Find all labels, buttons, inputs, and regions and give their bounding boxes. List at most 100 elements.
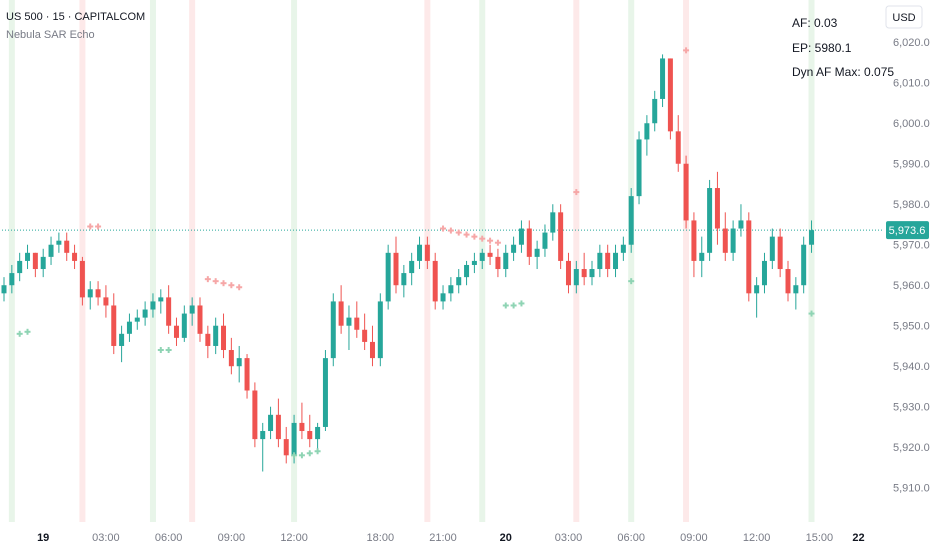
candle-body — [707, 188, 713, 253]
candle-body — [518, 228, 524, 245]
y-tick-label: 6,000.0 — [893, 118, 930, 130]
signal-band — [291, 0, 298, 522]
candle-body — [283, 439, 289, 456]
chart-title: US 500 · 15 · CAPITALCOM — [6, 11, 145, 23]
currency-button[interactable]: USD — [885, 5, 923, 29]
candle-body — [722, 228, 728, 253]
candle-body — [126, 321, 132, 334]
candle-body — [150, 301, 156, 310]
candle-body — [260, 431, 266, 440]
candle-body — [511, 244, 517, 253]
sar-dot — [24, 328, 31, 335]
sar-dot — [87, 223, 94, 230]
signal-band — [808, 0, 815, 522]
candle-body — [401, 273, 407, 286]
candle-body — [25, 252, 31, 261]
sar-dot — [463, 231, 470, 238]
x-tick-label: 18:00 — [367, 532, 395, 544]
signal-band — [683, 0, 690, 522]
candle-body — [95, 289, 101, 298]
y-tick-label: 5,950.0 — [893, 321, 930, 333]
candle-body — [346, 317, 352, 326]
candle-body — [299, 422, 305, 432]
sar-dot — [16, 330, 23, 337]
y-tick-label: 5,920.0 — [893, 442, 930, 454]
sar-dots — [16, 47, 815, 459]
signal-band — [149, 0, 156, 522]
x-tick-label: 06:00 — [155, 532, 183, 544]
candle-body — [597, 252, 603, 270]
candle-body — [471, 260, 477, 265]
candle-body — [322, 358, 328, 427]
candle-body — [503, 252, 509, 270]
x-tick-label: 12:00 — [280, 532, 308, 544]
candle-body — [738, 220, 744, 229]
x-axis[interactable]: 19 03:00 06:00 09:00 12:00 18:00 21:00 20 03:00 0… — [37, 532, 865, 544]
candle-body — [675, 131, 681, 164]
x-tick-label: 03:00 — [92, 532, 120, 544]
last-price-badge: 5,973.6 — [886, 221, 929, 240]
x-tick-label: 19 — [37, 532, 49, 544]
candle-body — [134, 317, 140, 322]
candle-body — [761, 260, 767, 286]
sar-dot — [808, 310, 815, 317]
candle-body — [526, 228, 532, 257]
candle-body — [205, 333, 211, 346]
candle-body — [393, 252, 399, 286]
sar-dot — [95, 223, 102, 230]
candle-body — [40, 256, 46, 270]
candle-body — [48, 244, 54, 257]
candle-body — [252, 390, 258, 440]
candle-body — [754, 285, 760, 294]
sar-dot — [220, 280, 227, 287]
candle-body — [432, 260, 438, 302]
candle-body — [307, 431, 313, 440]
y-tick-label: 5,930.0 — [893, 402, 930, 414]
candle-body — [197, 305, 203, 334]
candle-body — [644, 123, 650, 140]
sar-dot — [306, 450, 313, 457]
candle-body — [166, 297, 172, 326]
candle-body — [730, 228, 736, 253]
candle-body — [9, 273, 15, 286]
candle-body — [315, 426, 321, 440]
candle-body — [809, 230, 815, 245]
candle-body — [589, 269, 595, 278]
sar-dot — [228, 282, 235, 289]
candle-body — [181, 313, 187, 338]
candle-body — [173, 325, 179, 338]
sar-dot — [471, 233, 478, 240]
candle-body — [605, 252, 611, 270]
ep-label: EP: 5980.1 — [792, 41, 852, 55]
sar-dot — [455, 229, 462, 236]
candle-body — [691, 220, 697, 261]
candle-body — [103, 297, 109, 306]
candle-body — [111, 305, 117, 346]
candle-body — [213, 325, 219, 346]
af-label: AF: 0.03 — [792, 16, 838, 30]
sar-dot — [236, 284, 243, 291]
indicator-name: Nebula SAR Echo — [6, 29, 95, 41]
candle-body — [268, 414, 274, 432]
candle-body — [221, 325, 227, 351]
candle-body — [714, 188, 720, 229]
candle-body — [338, 301, 344, 326]
sar-dot — [487, 237, 494, 244]
signal-band — [189, 0, 196, 522]
candle-body — [87, 289, 93, 298]
candle-body — [581, 269, 587, 278]
sar-dot — [628, 278, 635, 285]
candle-body — [769, 236, 775, 261]
candle-body — [573, 269, 579, 286]
sar-dot — [298, 452, 305, 459]
candle-body — [777, 236, 783, 270]
candle-body — [628, 196, 634, 245]
candle-body — [801, 244, 807, 286]
y-axis[interactable]: 5,910.0 5,920.0 5,930.0 5,940.0 5,950.0 5,960… — [893, 37, 930, 494]
candle-body — [620, 244, 626, 253]
x-tick-label: 06:00 — [617, 532, 645, 544]
candle-body — [699, 252, 705, 261]
candle-body — [464, 264, 470, 278]
candle-body — [244, 358, 250, 391]
